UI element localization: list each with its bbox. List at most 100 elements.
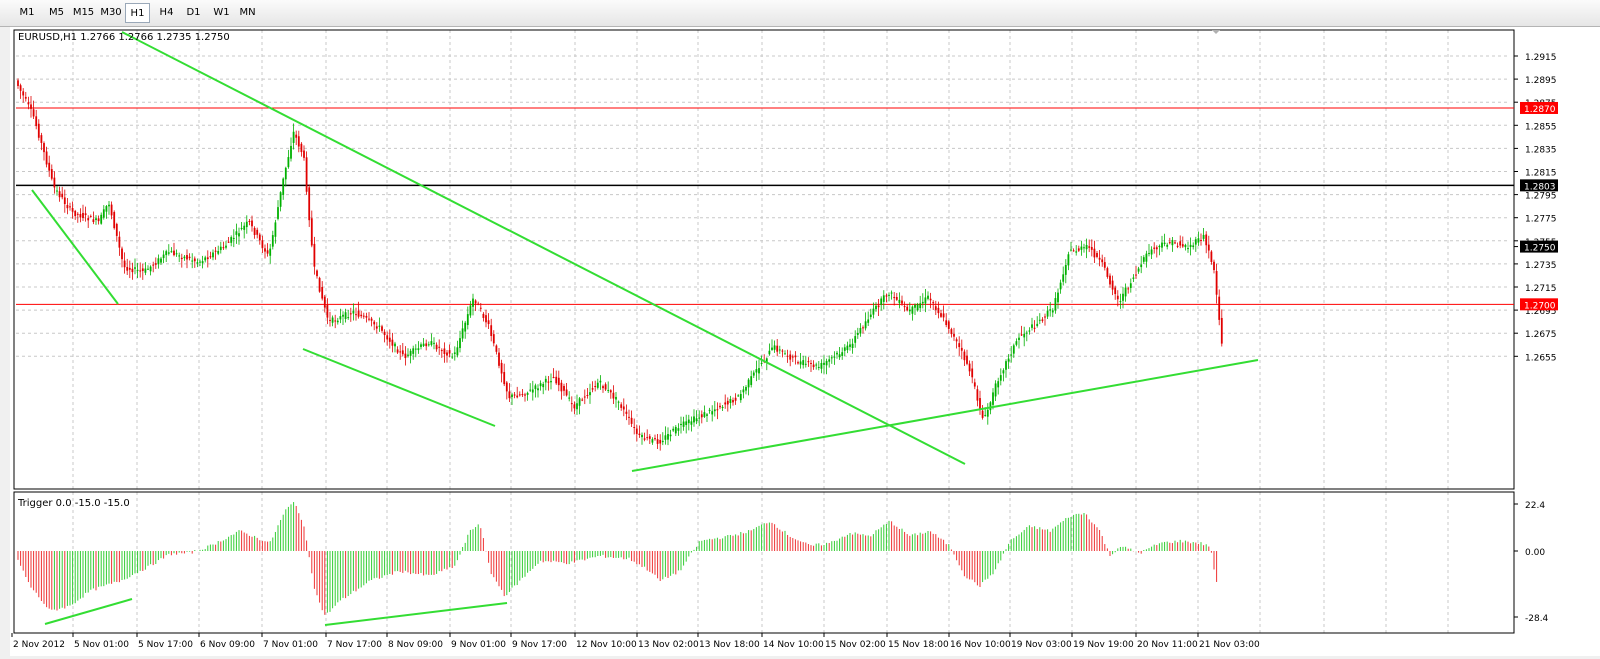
candle-body <box>1181 244 1184 247</box>
candle-body <box>1093 248 1096 258</box>
candle-body <box>238 233 240 237</box>
candle-body <box>960 347 963 351</box>
candle-body <box>404 353 407 359</box>
candle-body <box>1012 345 1015 354</box>
timeframe-d1-button[interactable]: D1 <box>186 7 201 18</box>
candle-body <box>206 257 209 260</box>
candle-body <box>742 389 745 393</box>
candle-body <box>74 210 77 217</box>
timeframe-m5-button[interactable]: M5 <box>49 7 64 18</box>
candle-body <box>1122 293 1124 301</box>
candle-body <box>620 404 623 408</box>
candle-body <box>599 380 602 383</box>
candle-body <box>279 192 282 207</box>
candle-body <box>875 305 877 310</box>
candle-body <box>755 369 758 373</box>
chart-shift-marker-icon[interactable] <box>1212 30 1220 34</box>
candle-body <box>810 362 812 364</box>
timeframe-m1-button[interactable]: M1 <box>19 7 35 18</box>
candle-body <box>1163 242 1166 244</box>
candle-body <box>1114 287 1117 295</box>
candle-body <box>669 434 672 437</box>
candle-body <box>643 438 646 440</box>
candle-body <box>48 162 51 171</box>
candle-body <box>1028 330 1031 332</box>
candle-body <box>131 268 134 273</box>
candle-body <box>703 412 706 417</box>
candle-body <box>308 187 311 221</box>
trendline[interactable] <box>631 359 1259 472</box>
candle-body <box>35 116 38 127</box>
candle-body <box>646 437 649 439</box>
candle-body <box>698 417 701 419</box>
indicator-trendline[interactable] <box>324 602 508 626</box>
candle-body <box>721 406 724 408</box>
candle-body <box>214 250 217 252</box>
candle-body <box>895 297 898 300</box>
candle-body <box>919 303 922 309</box>
candle-body <box>61 193 64 198</box>
candle-body <box>193 258 196 262</box>
candle-body <box>230 237 233 243</box>
candle-body <box>440 350 443 352</box>
candle-body <box>841 352 844 356</box>
candle-body <box>651 439 654 443</box>
candle-body <box>1153 247 1156 249</box>
candle-body <box>430 341 433 345</box>
candle-body <box>1158 245 1161 248</box>
candle-body <box>1085 244 1088 250</box>
candle-body <box>1049 309 1052 311</box>
trendline[interactable] <box>121 31 966 465</box>
candle-body <box>63 197 66 205</box>
candle-body <box>734 397 737 401</box>
candle-body <box>934 306 937 310</box>
price-tag <box>1520 298 1558 311</box>
candle-body <box>375 326 378 329</box>
indicator-trendline[interactable] <box>44 598 133 625</box>
candle-body <box>1103 262 1106 268</box>
candle-body <box>693 416 695 423</box>
indicator-trendlines[interactable] <box>44 598 508 626</box>
candle-body <box>916 304 919 311</box>
candle-body <box>576 403 578 410</box>
candle-body <box>134 267 136 269</box>
chart-canvas[interactable]: 1.29151.28951.28751.28551.28351.28151.27… <box>10 27 1600 656</box>
candle-body <box>97 218 100 222</box>
timeframe-m15-button[interactable]: M15 <box>72 7 95 18</box>
candle-body <box>1041 319 1044 321</box>
candle-body <box>347 317 350 319</box>
chart-window[interactable]: 1.29151.28951.28751.28551.28351.28151.27… <box>10 27 1600 656</box>
trendline[interactable] <box>31 189 119 305</box>
trendlines[interactable] <box>31 31 1259 472</box>
candle-body <box>66 204 69 209</box>
timeframe-mn-button[interactable]: MN <box>239 7 256 18</box>
candle-body <box>1064 264 1067 275</box>
timeframe-m30-button[interactable]: M30 <box>100 7 122 18</box>
candle-body <box>204 257 207 261</box>
timeframe-w1-button[interactable]: W1 <box>213 7 230 18</box>
price-label: 1.2835 <box>1525 145 1557 155</box>
horizontal-lines[interactable] <box>16 107 1514 305</box>
candle-body <box>781 350 784 352</box>
candle-body <box>115 223 118 236</box>
candle-body <box>1005 361 1007 370</box>
candle-body <box>1174 242 1176 244</box>
candle-body <box>1072 250 1075 252</box>
candle-body <box>667 434 669 440</box>
timeframe-h1-button[interactable]: H1 <box>125 3 150 23</box>
candle-body <box>87 218 90 221</box>
candle-body <box>732 400 734 403</box>
candle-body <box>82 212 84 218</box>
candle-body <box>825 360 828 366</box>
candle-body <box>383 331 386 336</box>
price-tag <box>1520 179 1558 192</box>
candle-body <box>370 318 373 321</box>
trendline[interactable] <box>302 348 496 427</box>
candle-body <box>329 319 331 321</box>
candle-body <box>547 381 550 383</box>
candle-body <box>24 96 27 99</box>
timeframe-h4-button[interactable]: H4 <box>159 7 174 18</box>
candle-body <box>1023 333 1026 338</box>
candle-body <box>838 354 841 358</box>
candle-body <box>700 414 703 418</box>
